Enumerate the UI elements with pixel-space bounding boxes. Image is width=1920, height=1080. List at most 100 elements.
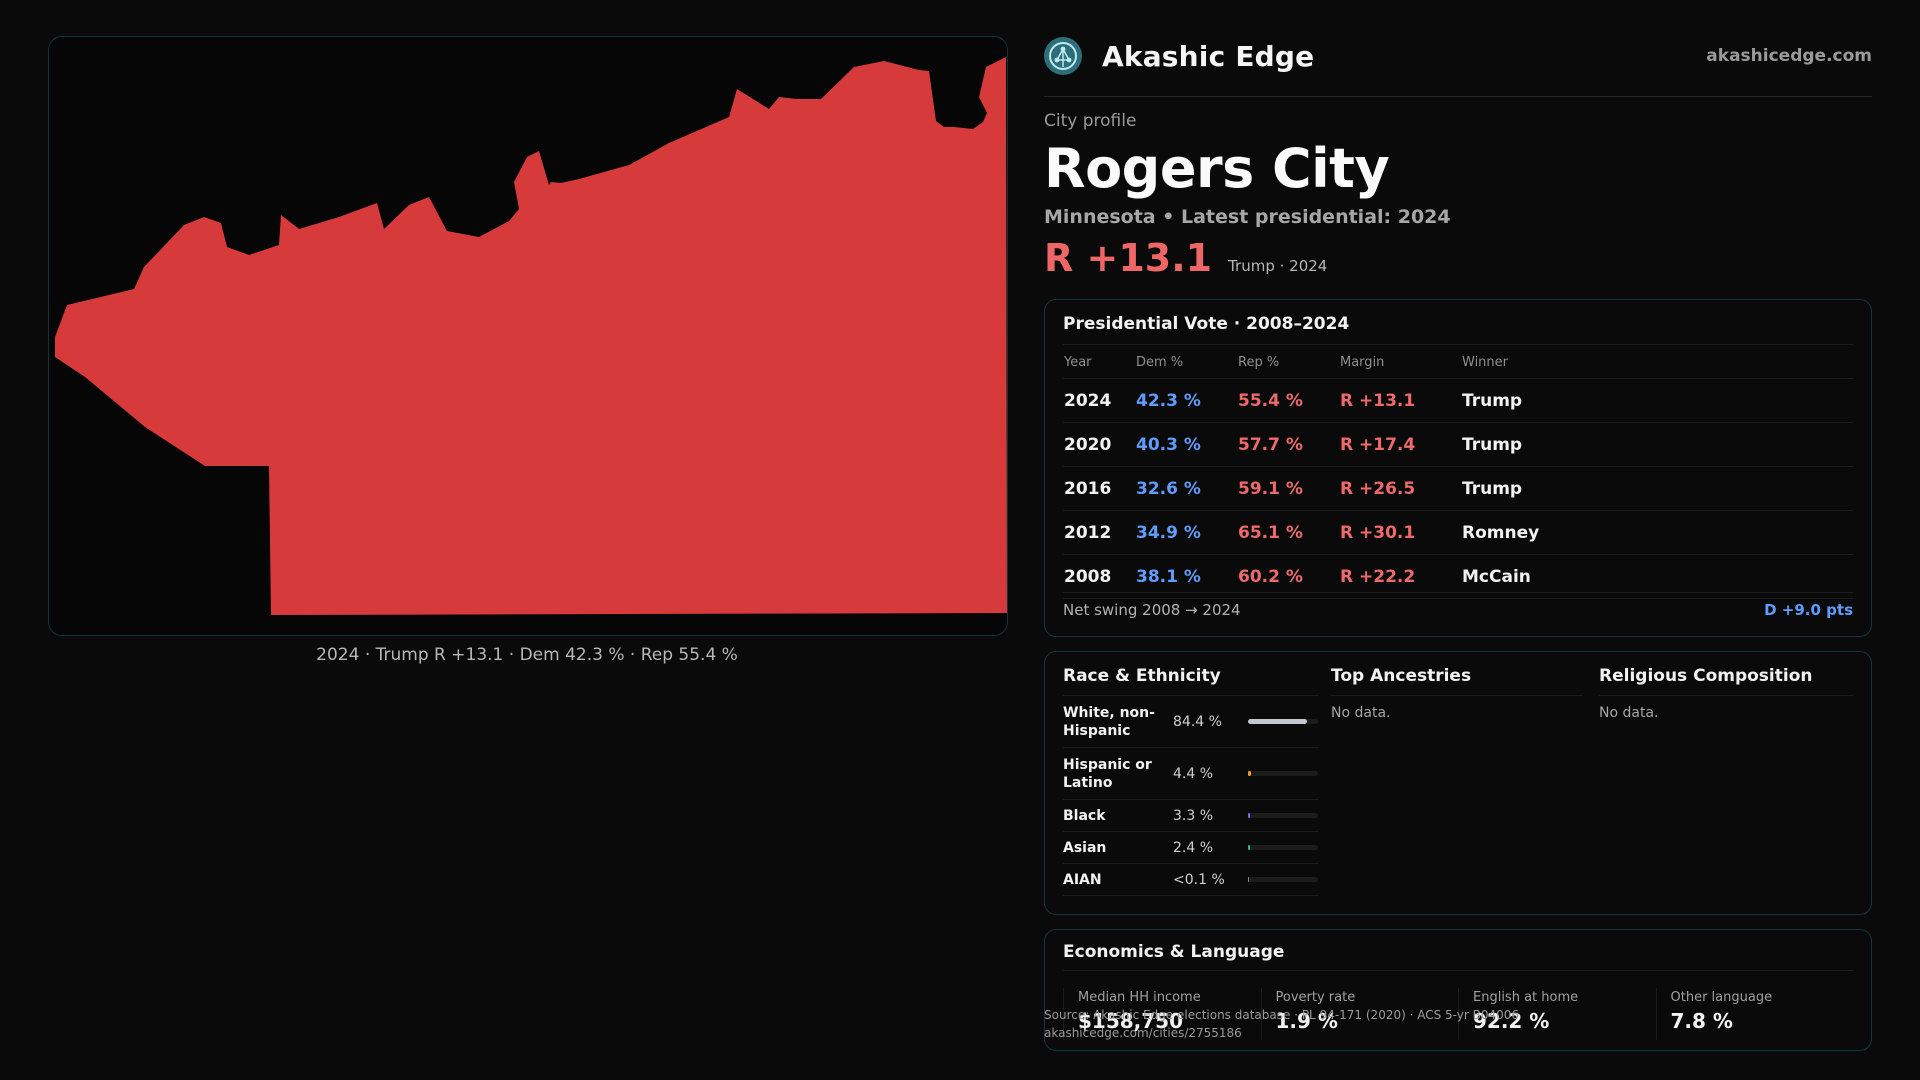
- net-swing-label: Net swing 2008 → 2024: [1063, 601, 1241, 619]
- cell-rep: 65.1 %: [1237, 510, 1339, 555]
- race-label: Black: [1063, 807, 1106, 824]
- table-row[interactable]: 2012 34.9 % 65.1 % R +30.1 Romney: [1063, 510, 1853, 555]
- stat-english-at-home: English at home 92.2 %: [1458, 988, 1656, 1040]
- cell-rep: 55.4 %: [1237, 378, 1339, 423]
- city-boundary-map: [55, 57, 1007, 615]
- race-label: White, non-Hispanic: [1063, 704, 1155, 739]
- source-citation: Source: Akashic Edge elections database …: [1044, 1008, 1520, 1022]
- source-url-link[interactable]: akashicedge.com/cities/2755186: [1044, 1026, 1242, 1040]
- cell-year: 2020: [1063, 422, 1135, 467]
- race-row: Asian 2.4 %: [1063, 832, 1319, 864]
- vote-card-title: Presidential Vote · 2008–2024: [1063, 314, 1350, 334]
- cell-rep: 60.2 %: [1237, 554, 1339, 599]
- economics-title: Economics & Language: [1063, 942, 1285, 962]
- cell-rep: 57.7 %: [1237, 422, 1339, 467]
- col-header-margin: Margin: [1339, 346, 1461, 379]
- religion-empty: No data.: [1599, 705, 1659, 721]
- race-bar-fill: [1248, 719, 1308, 724]
- city-map-panel[interactable]: [48, 36, 1008, 636]
- presidential-vote-card: Presidential Vote · 2008–2024 Year Dem %…: [1044, 299, 1872, 637]
- race-label: AIAN: [1063, 871, 1102, 888]
- cell-dem: 40.3 %: [1135, 422, 1237, 467]
- city-subline: Minnesota • Latest presidential: 2024: [1044, 206, 1451, 228]
- ancestries-title: Top Ancestries: [1331, 666, 1583, 696]
- cell-margin: R +17.4: [1339, 422, 1461, 467]
- table-row[interactable]: 2016 32.6 % 59.1 % R +26.5 Trump: [1063, 466, 1853, 511]
- table-row[interactable]: 2020 40.3 % 57.7 % R +17.4 Trump: [1063, 422, 1853, 467]
- col-header-winner: Winner: [1461, 346, 1853, 379]
- cell-winner: Trump: [1461, 466, 1853, 511]
- stat-label: English at home: [1473, 990, 1579, 1005]
- cell-winner: McCain: [1461, 554, 1853, 599]
- economics-card: Economics & Language Median HH income $1…: [1044, 929, 1872, 1051]
- race-pct: <0.1 %: [1173, 871, 1225, 888]
- divider: [1063, 970, 1853, 971]
- cell-winner: Romney: [1461, 510, 1853, 555]
- brand-name[interactable]: Akashic Edge: [1102, 39, 1315, 73]
- race-ethnicity-section: Race & Ethnicity White, non-Hispanic 84.…: [1063, 666, 1319, 896]
- city-boundary-shape[interactable]: [55, 57, 1007, 615]
- brand-url-link[interactable]: akashicedge.com: [1706, 46, 1872, 66]
- race-ethnicity-title: Race & Ethnicity: [1063, 666, 1319, 696]
- table-row[interactable]: 2024 42.3 % 55.4 % R +13.1 Trump: [1063, 378, 1853, 423]
- race-row: Black 3.3 %: [1063, 800, 1319, 832]
- cell-rep: 59.1 %: [1237, 466, 1339, 511]
- race-bar: [1248, 845, 1318, 850]
- cell-year: 2012: [1063, 510, 1135, 555]
- race-bar: [1248, 771, 1318, 776]
- ancestries-section: Top Ancestries No data.: [1331, 666, 1583, 721]
- latest-margin-value: R +13.1: [1044, 236, 1213, 280]
- cell-year: 2008: [1063, 554, 1135, 599]
- network-globe-icon[interactable]: [1044, 37, 1082, 75]
- race-label: Hispanic or Latino: [1063, 756, 1152, 791]
- page-title: Rogers City: [1044, 137, 1390, 200]
- cell-year: 2016: [1063, 466, 1135, 511]
- net-swing-value: D +9.0 pts: [1764, 601, 1853, 619]
- divider: [1063, 344, 1853, 345]
- race-bar-fill: [1248, 845, 1250, 850]
- col-header-year: Year: [1063, 346, 1135, 379]
- race-bar: [1248, 877, 1318, 882]
- col-header-dem: Dem %: [1135, 346, 1237, 379]
- stat-label: Median HH income: [1078, 990, 1201, 1005]
- cell-margin: R +22.2: [1339, 554, 1461, 599]
- headline-margin: R +13.1 Trump · 2024: [1044, 236, 1872, 280]
- cell-dem: 32.6 %: [1135, 466, 1237, 511]
- religion-section: Religious Composition No data.: [1599, 666, 1853, 721]
- map-caption: 2024 · Trump R +13.1 · Dem 42.3 % · Rep …: [316, 645, 738, 665]
- profile-kicker: City profile: [1044, 111, 1137, 131]
- latest-margin-winner: Trump · 2024: [1228, 257, 1328, 275]
- stat-value: 92.2 %: [1473, 1009, 1550, 1033]
- stat-label: Poverty rate: [1275, 990, 1356, 1005]
- race-row: AIAN <0.1 %: [1063, 864, 1319, 896]
- race-label: Asian: [1063, 839, 1107, 856]
- race-bar: [1248, 719, 1318, 724]
- cell-dem: 38.1 %: [1135, 554, 1237, 599]
- cell-margin: R +26.5: [1339, 466, 1461, 511]
- source-footer: Source: Akashic Edge elections database …: [1044, 1006, 1519, 1042]
- race-bar: [1248, 813, 1318, 818]
- demographics-card: Race & Ethnicity White, non-Hispanic 84.…: [1044, 651, 1872, 915]
- stat-value: 1.9 %: [1275, 1009, 1338, 1033]
- cell-winner: Trump: [1461, 422, 1853, 467]
- brand-bar: Akashic Edge akashicedge.com: [1044, 36, 1872, 97]
- vote-table: Year Dem % Rep % Margin Winner 2024 42.3…: [1063, 346, 1853, 599]
- table-row[interactable]: 2008 38.1 % 60.2 % R +22.2 McCain: [1063, 554, 1853, 599]
- economics-stats: Median HH income $158,750 Poverty rate 1…: [1063, 988, 1853, 1040]
- stat-other-language: Other language 7.8 %: [1655, 988, 1854, 1040]
- race-bar-fill: [1248, 813, 1251, 818]
- vote-table-header: Year Dem % Rep % Margin Winner: [1063, 346, 1853, 379]
- cell-dem: 42.3 %: [1135, 378, 1237, 423]
- cell-dem: 34.9 %: [1135, 510, 1237, 555]
- stat-label: Other language: [1670, 990, 1773, 1005]
- net-swing-row: Net swing 2008 → 2024 D +9.0 pts: [1063, 592, 1853, 619]
- ancestries-empty: No data.: [1331, 705, 1391, 721]
- race-row: White, non-Hispanic 84.4 %: [1063, 696, 1319, 748]
- profile-header: Akashic Edge akashicedge.com City profil…: [1044, 36, 1872, 280]
- stat-value: $158,750: [1078, 1009, 1184, 1033]
- race-pct: 3.3 %: [1173, 807, 1214, 824]
- race-bar-fill: [1248, 877, 1250, 882]
- religion-title: Religious Composition: [1599, 666, 1853, 696]
- cell-margin: R +13.1: [1339, 378, 1461, 423]
- stat-value: 7.8 %: [1670, 1009, 1733, 1033]
